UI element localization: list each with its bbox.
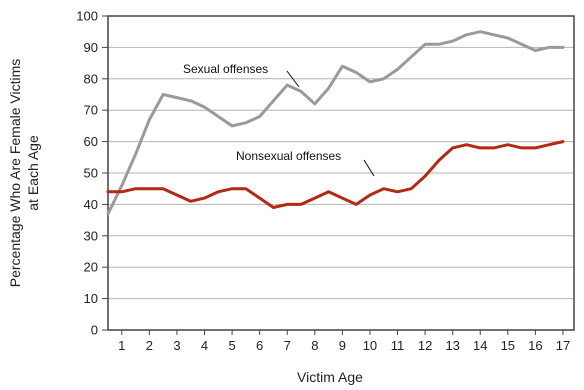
x-tick-label: 3 [173, 338, 180, 353]
x-tick-label: 11 [391, 338, 405, 353]
y-axis-label-line2: at Each Age [25, 135, 41, 211]
y-tick-label: 10 [84, 291, 98, 306]
grid-lines [108, 15, 574, 331]
sexual-offenses-pointer [286, 70, 300, 88]
y-tick-label: 70 [84, 103, 98, 118]
nonsexual-offenses-pointer [363, 159, 375, 177]
y-tick-label: 60 [84, 134, 98, 149]
x-tick-label: 5 [228, 338, 235, 353]
x-tick-label: 15 [501, 338, 515, 353]
x-tick-label: 6 [256, 338, 263, 353]
x-tick-label: 7 [284, 338, 291, 353]
y-tick-label: 90 [84, 40, 98, 55]
x-tick-label: 10 [363, 338, 377, 353]
sexual-offenses-annotation: Sexual offenses [183, 62, 268, 76]
y-tick-label: 50 [84, 166, 98, 181]
x-tick-label: 16 [528, 338, 542, 353]
x-axis-ticks: 1 2 3 4 5 6 7 8 9 10 11 12 13 14 15 16 17 [118, 330, 570, 353]
y-axis-label-line1: Percentage Who Are Female Victims [7, 59, 23, 288]
x-tick-label: 9 [339, 338, 346, 353]
y-tick-label: 40 [84, 197, 98, 212]
y-axis-ticks: 0 10 20 30 40 50 60 70 80 90 100 [76, 9, 108, 338]
x-tick-label: 1 [118, 338, 125, 353]
nonsexual-offenses-line [106, 140, 565, 209]
x-tick-label: 14 [473, 338, 487, 353]
y-tick-label: 80 [84, 71, 98, 86]
x-tick-label: 12 [418, 338, 432, 353]
x-tick-label: 2 [146, 338, 153, 353]
x-tick-label: 8 [311, 338, 318, 353]
series-lines [106, 30, 565, 216]
x-tick-label: 17 [556, 338, 570, 353]
y-tick-label: 100 [76, 9, 98, 24]
nonsexual-offenses-annotation: Nonsexual offenses [236, 149, 341, 163]
x-tick-label: 13 [445, 338, 459, 353]
sexual-offenses-line [106, 30, 565, 216]
y-axis-label: Percentage Who Are Female Victims at Eac… [7, 59, 41, 288]
y-tick-label: 30 [84, 228, 98, 243]
y-tick-label: 20 [84, 260, 98, 275]
x-tick-label: 4 [201, 338, 208, 353]
y-tick-label: 0 [91, 323, 98, 338]
x-axis-label: Victim Age [297, 369, 363, 385]
